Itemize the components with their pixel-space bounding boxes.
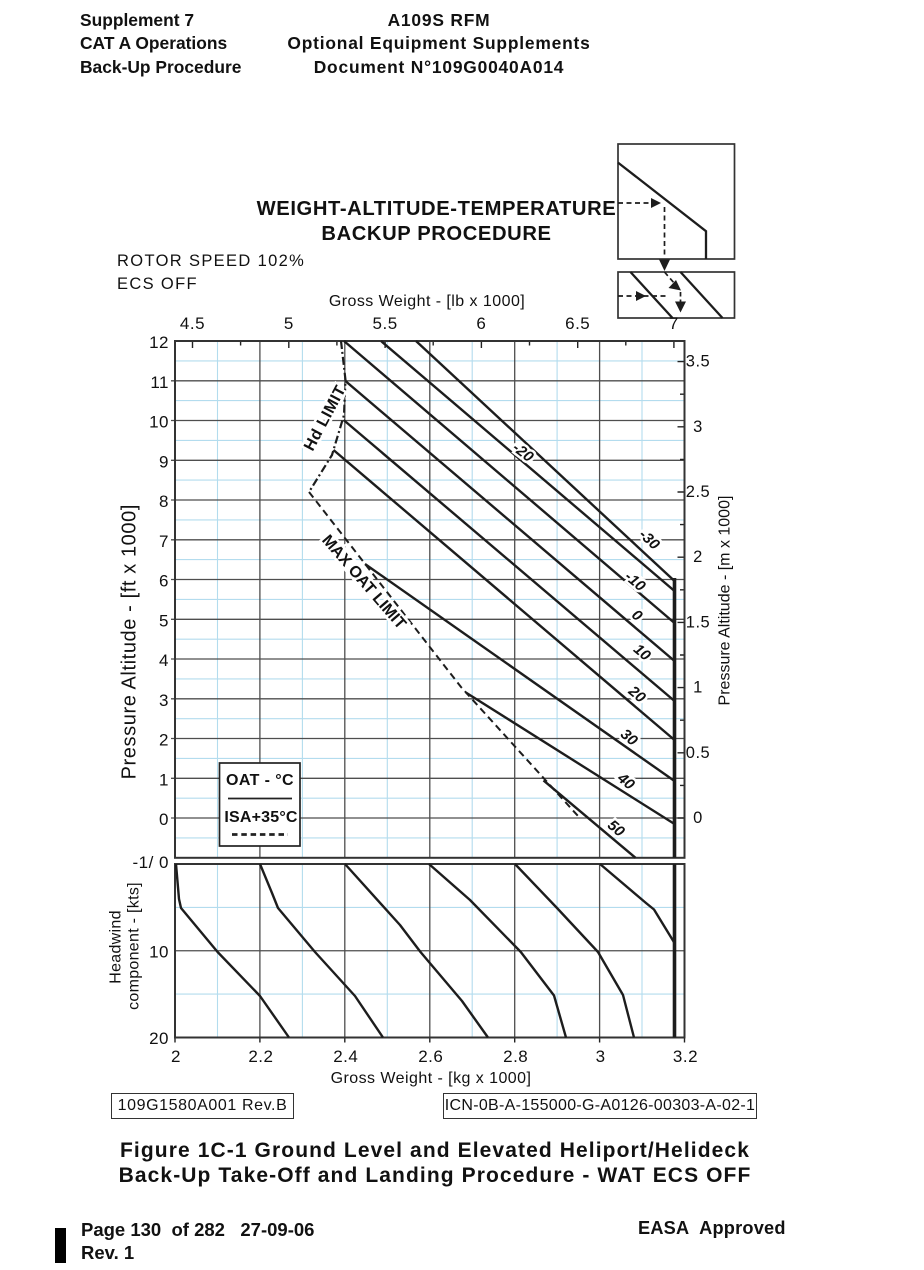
svg-text:Gross Weight - [lb x 1000]: Gross Weight - [lb x 1000] — [329, 293, 525, 310]
svg-text:0: 0 — [693, 809, 703, 827]
svg-text:4.5: 4.5 — [180, 314, 205, 333]
svg-text:2: 2 — [693, 548, 703, 566]
svg-text:6.5: 6.5 — [565, 314, 590, 333]
svg-text:2.6: 2.6 — [418, 1047, 443, 1066]
svg-text:MAX OAT LIMIT: MAX OAT LIMIT — [318, 532, 409, 633]
svg-text:5: 5 — [284, 314, 294, 333]
svg-text:OAT - °C: OAT - °C — [226, 772, 294, 789]
svg-text:6: 6 — [159, 572, 169, 591]
svg-text:2.5: 2.5 — [686, 483, 710, 501]
svg-text:3: 3 — [159, 691, 169, 710]
svg-text:-10: -10 — [621, 568, 649, 595]
svg-text:50: 50 — [604, 817, 628, 841]
svg-text:3.2: 3.2 — [673, 1047, 698, 1066]
svg-text:Hd LIMIT: Hd LIMIT — [301, 383, 350, 454]
svg-text:8: 8 — [159, 492, 169, 511]
svg-text:component - [kts]: component - [kts] — [126, 882, 143, 1010]
svg-text:3: 3 — [596, 1047, 606, 1066]
svg-text:9: 9 — [159, 452, 169, 471]
svg-text:0: 0 — [159, 810, 169, 829]
svg-text:7: 7 — [159, 532, 169, 551]
svg-text:-1/ 0: -1/ 0 — [132, 853, 169, 872]
svg-text:ISA+35°C: ISA+35°C — [224, 809, 298, 826]
svg-text:6: 6 — [476, 314, 486, 333]
svg-text:5.5: 5.5 — [373, 314, 398, 333]
svg-text:3: 3 — [693, 418, 703, 436]
svg-text:1: 1 — [693, 679, 703, 697]
svg-text:-20: -20 — [509, 439, 537, 466]
svg-text:12: 12 — [149, 333, 169, 352]
svg-text:2.4: 2.4 — [333, 1047, 358, 1066]
svg-text:10: 10 — [149, 943, 169, 962]
svg-text:2.2: 2.2 — [248, 1047, 273, 1066]
svg-text:11: 11 — [150, 373, 169, 392]
svg-text:10: 10 — [149, 413, 169, 432]
svg-text:10: 10 — [630, 641, 654, 665]
svg-text:3.5: 3.5 — [686, 353, 710, 371]
svg-text:0.5: 0.5 — [686, 744, 710, 762]
svg-text:Gross Weight - [kg x 1000]: Gross Weight - [kg x 1000] — [331, 1070, 532, 1087]
svg-text:Pressure Altitude - [ft x 1000: Pressure Altitude - [ft x 1000] — [119, 504, 141, 779]
svg-text:Pressure Altitude - [m x 1000]: Pressure Altitude - [m x 1000] — [717, 496, 734, 706]
svg-text:Headwind: Headwind — [107, 910, 124, 984]
svg-text:4: 4 — [159, 651, 169, 670]
svg-text:30: 30 — [617, 726, 641, 750]
svg-text:2.8: 2.8 — [503, 1047, 528, 1066]
svg-text:7: 7 — [669, 314, 679, 333]
svg-text:5: 5 — [159, 611, 169, 630]
svg-text:1: 1 — [159, 770, 169, 789]
svg-text:2: 2 — [159, 731, 169, 750]
svg-text:20: 20 — [149, 1029, 169, 1048]
svg-text:20: 20 — [624, 682, 649, 707]
svg-text:40: 40 — [613, 769, 638, 794]
svg-text:1.5: 1.5 — [686, 613, 710, 631]
svg-text:2: 2 — [171, 1047, 181, 1066]
